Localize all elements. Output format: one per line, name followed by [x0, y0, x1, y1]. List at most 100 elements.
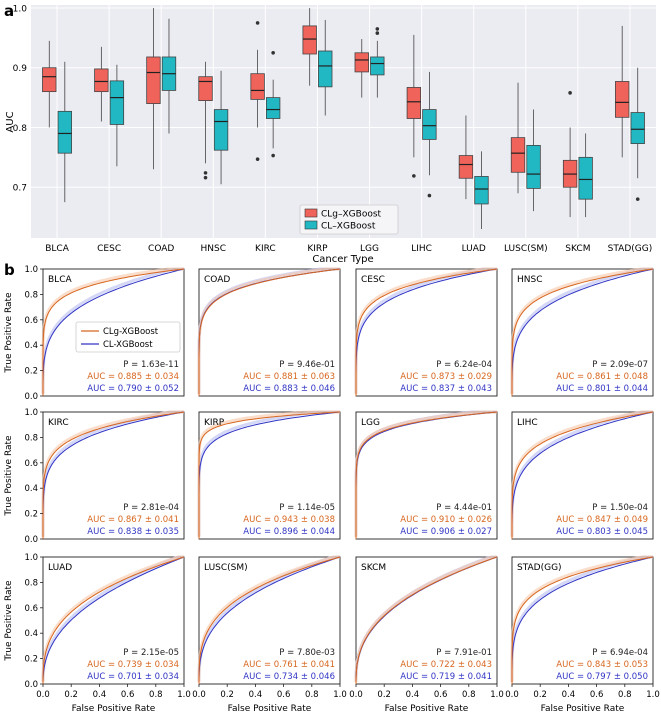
roc-panel-stad-gg: STAD(GG) P = 6.94e-04 AUC = 0.843 ± 0.053 A… [505, 555, 660, 714]
roc-y-tick-label: 0.4 [24, 341, 38, 351]
roc-curve-clg [511, 268, 654, 396]
roc-x-tick-label: 1.0 [490, 690, 504, 700]
boxplot-box-lgg-clg [354, 39, 369, 98]
roc-y-tick-label: 0.0 [24, 680, 38, 690]
roc-band-cl [41, 267, 184, 394]
roc-curve-clg [42, 411, 185, 539]
roc-curve-clg [355, 411, 498, 539]
boxplot-outlier-point [412, 174, 416, 178]
roc-band-clg [354, 267, 497, 395]
boxplot-box-body [615, 81, 630, 118]
roc-auc-clg: AUC = 0.873 ± 0.029 [400, 372, 492, 382]
boxplot-x-tick-label: KIRP [307, 244, 328, 254]
roc-y-tick-label: 1.0 [24, 408, 38, 418]
roc-y-tick-label: 1.0 [24, 265, 38, 275]
roc-panel-title: BLCA [48, 275, 72, 285]
boxplot-outlier-point [271, 50, 275, 55]
roc-auc-cl: AUC = 0.896 ± 0.044 [243, 527, 335, 537]
roc-y-axis-label: True Positive Rate [4, 292, 14, 374]
roc-band-cl [510, 267, 653, 394]
boxplot-outlier-point [255, 157, 260, 161]
roc-y-axis-label: True Positive Rate [4, 435, 14, 517]
roc-x-tick-label: 0.0 [349, 690, 363, 700]
boxplot-box-kirc-clg [250, 21, 265, 161]
roc-auc-cl: AUC = 0.719 ± 0.041 [400, 672, 492, 682]
boxplot-box-lgg-cl [370, 27, 385, 98]
roc-band-clg [510, 410, 653, 538]
roc-x-tick-label: 0.8 [462, 690, 476, 700]
boxplot-y-tick-label: 0.7 [13, 184, 27, 194]
roc-x-axis-label: False Positive Rate [385, 704, 469, 714]
roc-curve-cl [42, 411, 185, 539]
roc-auc-cl: AUC = 0.803 ± 0.045 [556, 527, 648, 537]
roc-legend-label-cl: CL-XGBoost [103, 340, 153, 350]
roc-panel-lusc-sm: LUSC(SM) P = 7.80e-03 AUC = 0.761 ± 0.041 A… [192, 555, 347, 714]
roc-auc-cl: AUC = 0.701 ± 0.034 [87, 672, 179, 682]
boxplot-box-body [109, 80, 125, 125]
roc-curve-clg [355, 556, 498, 684]
roc-band-clg [510, 267, 653, 395]
boxplot-box-skcm-cl [578, 133, 593, 218]
roc-legend: CLg-XGBoost CL-XGBoost [75, 321, 181, 353]
roc-panel-title: KIRP [204, 418, 225, 428]
roc-y-tick-label: 0.0 [24, 535, 38, 545]
roc-band-clg [41, 555, 184, 683]
roc-p-value: P = 1.14e-05 [279, 503, 335, 513]
roc-x-tick-label: 0.2 [64, 690, 78, 700]
boxplot-box-body [526, 144, 541, 189]
roc-y-tick-label: 0.8 [24, 433, 38, 443]
roc-p-value: P = 6.24e-04 [436, 360, 492, 370]
boxplot-box-kirp-clg [302, 7, 317, 86]
roc-auc-clg: AUC = 0.943 ± 0.038 [243, 515, 335, 525]
roc-p-value: P = 7.80e-03 [279, 648, 335, 658]
boxplot-box-body [422, 109, 437, 140]
legend-label-cl: CL–XGBoost [321, 222, 376, 232]
boxplot-box-hnsc-cl [213, 70, 229, 185]
boxplot-x-tick-label: LGG [360, 244, 379, 254]
roc-legend-frame [75, 321, 181, 353]
legend-label-clg: CLg–XGBoost [321, 210, 382, 220]
roc-x-tick-label: 0.0 [192, 690, 206, 700]
boxplot-box-hnsc-clg [198, 61, 213, 180]
roc-x-tick-label: 0.8 [305, 690, 319, 700]
boxplot-box-luad-clg [458, 115, 474, 200]
roc-x-tick-label: 0.0 [505, 690, 519, 700]
roc-panel-title: CESC [361, 275, 385, 285]
roc-auc-cl: AUC = 0.790 ± 0.052 [87, 384, 179, 394]
roc-x-tick-label: 0.4 [406, 690, 420, 700]
boxplot-outlier-point [203, 175, 208, 180]
roc-curve-clg [511, 411, 654, 539]
boxplot-outlier-point [427, 193, 432, 198]
boxplot-box-blca-clg [42, 40, 57, 128]
roc-x-tick-label: 0.8 [149, 690, 163, 700]
boxplot-box-skcm-clg [562, 91, 578, 218]
roc-curve-clg [511, 556, 654, 684]
boxplot-box-body [250, 73, 265, 100]
roc-p-value: P = 1.63e-11 [123, 360, 179, 370]
boxplot-outlier-point [568, 91, 572, 95]
boxplot-legend: CLg–XGBoost CL–XGBoost [299, 204, 399, 235]
auc-boxplot: 0.7 0.8 0.9 1.0 BLCA CESC COAD HNSC KIRC KIRP LGG… [5, 4, 656, 265]
roc-band-clg [197, 555, 340, 683]
roc-curve-cl [355, 268, 498, 396]
roc-auc-cl: AUC = 0.801 ± 0.044 [556, 384, 648, 394]
boxplot-box-lihc-cl [422, 71, 437, 198]
roc-x-tick-label: 1.0 [646, 690, 660, 700]
roc-p-value: P = 9.46e-01 [279, 360, 335, 370]
roc-curve-clg [198, 411, 341, 539]
roc-y-tick-label: 0.6 [24, 459, 38, 469]
roc-curve-cl [42, 268, 185, 396]
roc-auc-clg: AUC = 0.847 ± 0.049 [556, 515, 648, 525]
roc-x-axis-label: False Positive Rate [541, 704, 625, 714]
boxplot-outlier-point [635, 197, 640, 201]
legend-swatch-cl [304, 220, 318, 230]
boxplot-x-tick-label: LUAD [462, 244, 486, 254]
roc-p-value: P = 7.91e-01 [436, 648, 492, 658]
roc-band-clg [197, 410, 340, 538]
roc-x-tick-label: 0.4 [562, 690, 576, 700]
roc-curve-clg [198, 268, 341, 396]
roc-curve-clg [42, 268, 185, 396]
boxplot-box-kirc-cl [265, 50, 281, 158]
roc-p-value: P = 1.50e-04 [592, 503, 648, 513]
